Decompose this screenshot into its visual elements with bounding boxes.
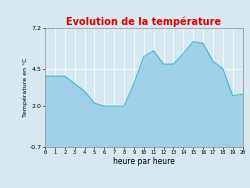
Title: Evolution de la température: Evolution de la température — [66, 17, 221, 27]
Y-axis label: Température en °C: Température en °C — [22, 58, 28, 117]
X-axis label: heure par heure: heure par heure — [113, 156, 175, 165]
